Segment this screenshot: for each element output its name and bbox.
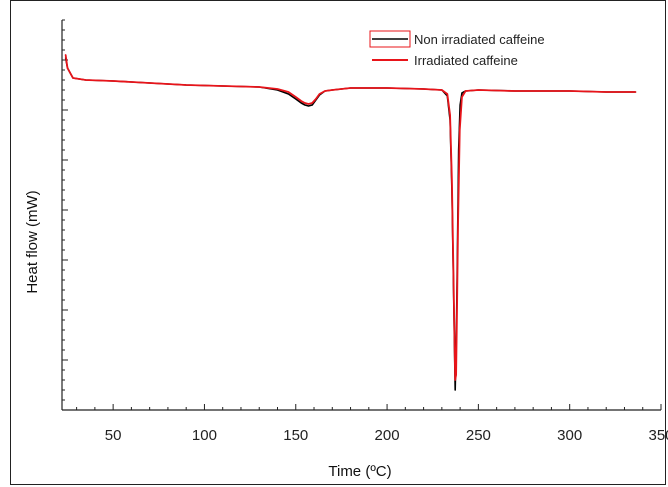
x-tick-label: 100	[192, 427, 217, 444]
legend-label-non-irradiated: Non irradiated caffeine	[414, 32, 545, 47]
y-axis-title: Heat flow (mW)	[24, 190, 41, 293]
x-axis-title: Time (ºC)	[328, 463, 391, 480]
x-tick-label: 200	[375, 427, 400, 444]
x-tick-label: 250	[466, 427, 491, 444]
axes: 50 100 150 200 250 300 350	[61, 19, 668, 444]
x-tick-label: 150	[283, 427, 308, 444]
x-tick-label: 50	[105, 427, 122, 444]
legend-box	[369, 30, 411, 48]
series-layer	[64, 54, 637, 391]
series-line-irradiated	[64, 54, 637, 381]
x-tick-label: 300	[557, 427, 582, 444]
series-line-non-irradiated	[64, 57, 637, 391]
legend-label-irradiated: Irradiated caffeine	[414, 53, 518, 68]
legend: Non irradiated caffeine Irradiated caffe…	[369, 30, 545, 68]
x-tick-label: 350	[648, 427, 668, 444]
